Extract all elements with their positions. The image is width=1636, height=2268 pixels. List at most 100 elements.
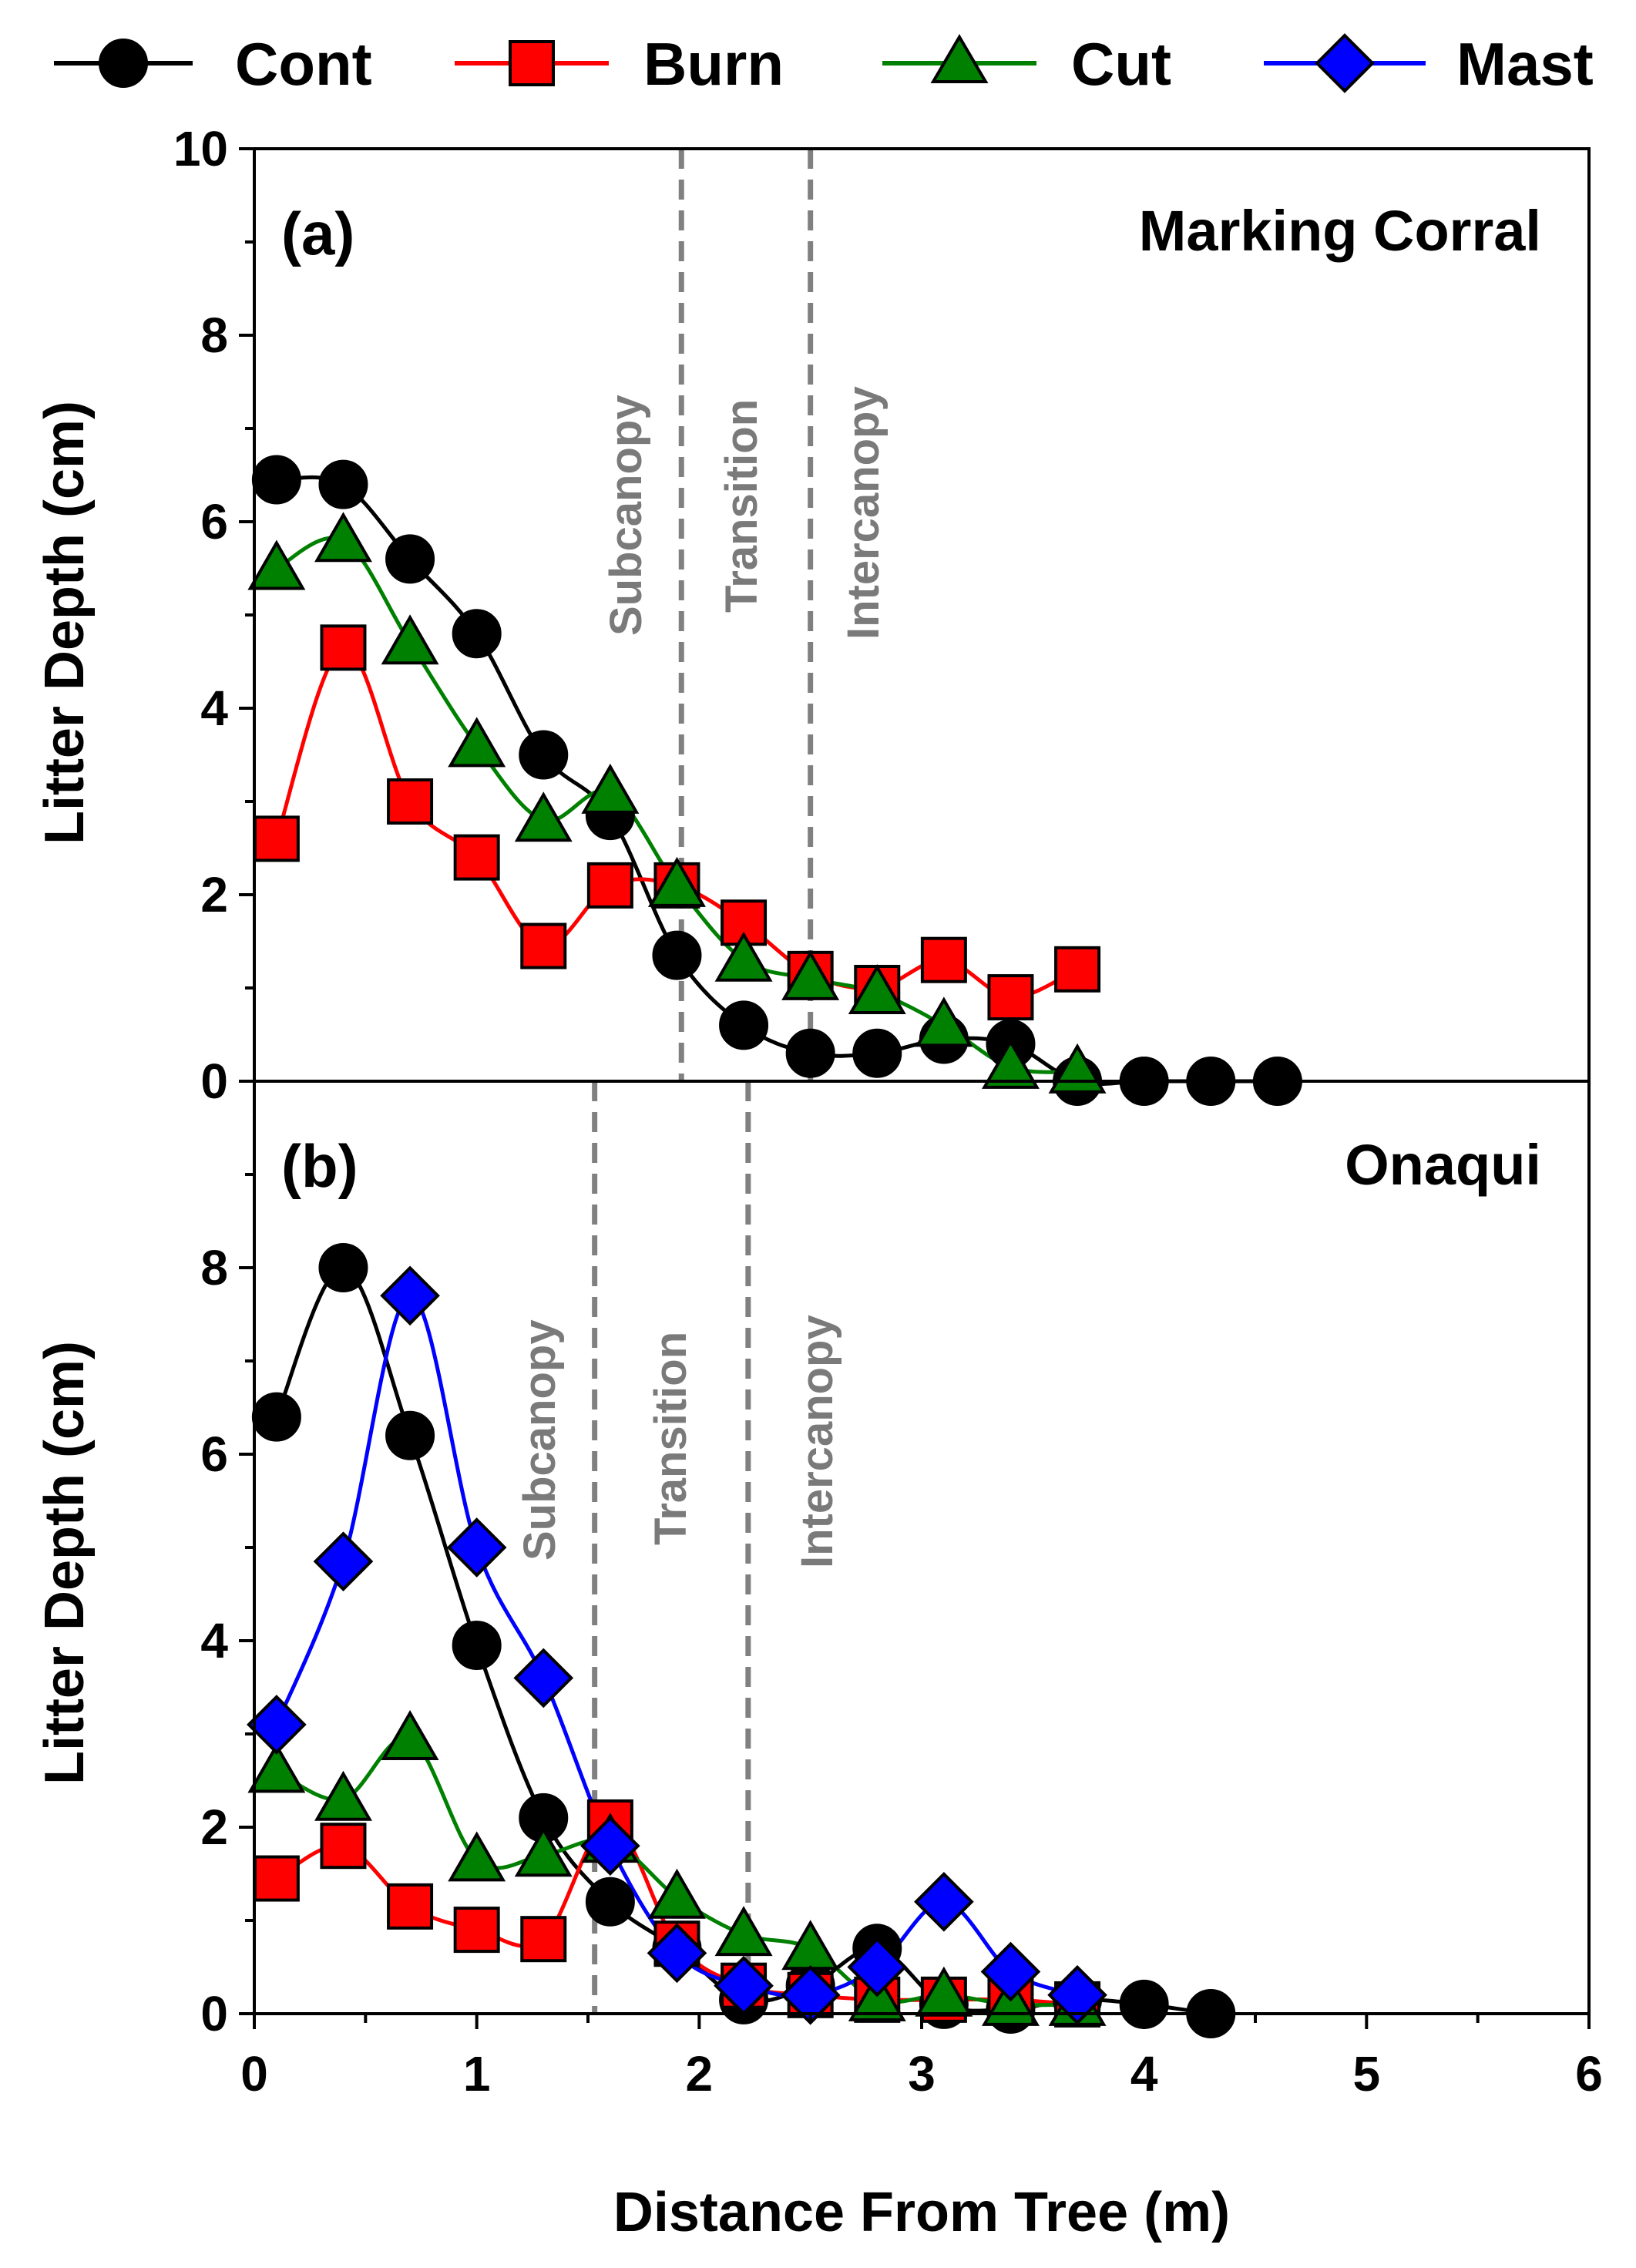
data-point-burn	[987, 974, 1034, 1021]
data-point-cont	[251, 455, 301, 505]
data-point-mast	[513, 1648, 574, 1709]
y-ticks-a: 0 2 4 6 8 10	[173, 121, 254, 1109]
data-point-cont	[719, 1000, 769, 1050]
legend-label-mast: Mast	[1456, 30, 1594, 98]
data-point-mast	[914, 1871, 974, 1932]
legend-entry-mast: Mast	[1264, 30, 1594, 98]
y-tick-label: 6	[200, 494, 228, 549]
data-point-mast	[380, 1265, 440, 1326]
data-point-cont	[452, 609, 502, 659]
x-tick-label: 2	[686, 2046, 714, 2102]
data-point-burn	[520, 922, 567, 969]
data-point-cut	[381, 1710, 439, 1761]
data-point-mast	[313, 1531, 374, 1591]
data-point-cont	[385, 534, 435, 584]
x-axis-title: Distance From Tree (m)	[613, 2182, 1230, 2243]
data-point-burn	[520, 1916, 567, 1963]
x-tick-label: 1	[463, 2046, 491, 2102]
y-tick-label: 10	[173, 121, 228, 176]
legend-label-burn: Burn	[643, 30, 784, 98]
y-tick-label: 2	[200, 1799, 228, 1855]
data-point-mast	[247, 1695, 307, 1755]
data-point-cut	[448, 1831, 506, 1882]
data-point-cut	[314, 512, 372, 563]
data-point-cut	[781, 1920, 840, 1971]
legend-entry-cont: Cont	[54, 30, 372, 98]
data-point-mast	[647, 1923, 707, 1984]
zone-label-intercanopy-a: Intercanopy	[838, 386, 889, 640]
data-point-cont	[519, 730, 569, 780]
zone-label-subcanopy-a: Subcanopy	[601, 395, 651, 636]
data-point-burn	[253, 1855, 300, 1902]
zone-label-transition-a: Transition	[717, 399, 767, 613]
data-point-cut	[514, 791, 573, 842]
y-tick-label: 4	[200, 680, 228, 736]
data-point-cut	[581, 763, 640, 814]
data-point-cut	[247, 1742, 306, 1793]
y-tick-label: 4	[200, 1613, 228, 1668]
y-tick-label: 8	[200, 307, 228, 363]
zone-lines-b	[592, 1081, 751, 2014]
data-point-cont	[852, 1028, 902, 1078]
data-point-burn	[920, 936, 967, 983]
x-tick-label: 0	[240, 2046, 268, 2102]
legend-marker-mast	[1315, 33, 1375, 93]
data-point-cont	[251, 1392, 301, 1442]
panel-b: Subcanopy Transition Intercanopy 0 2 4 6 8 0…	[34, 1080, 1603, 2243]
x-tick-label: 5	[1353, 2046, 1381, 2102]
legend-marker-cut	[930, 34, 989, 83]
zone-labels-b: Subcanopy Transition Intercanopy	[515, 1315, 842, 1568]
data-point-cut	[714, 931, 773, 982]
data-point-cut	[448, 717, 506, 768]
data-point-burn	[453, 834, 500, 881]
data-point-cut	[848, 1971, 906, 2021]
site-label-onaqui: Onaqui	[1345, 1133, 1541, 1197]
legend: Cont Burn Cut Mast	[54, 30, 1594, 98]
data-point-cont	[652, 930, 702, 980]
site-label-marking-corral: Marking Corral	[1139, 199, 1541, 263]
data-point-cut	[781, 949, 840, 1000]
y-axis-title-b: Litter Depth (cm)	[34, 1341, 96, 1785]
data-point-burn	[320, 1823, 367, 1870]
zone-label-subcanopy-b: Subcanopy	[515, 1319, 565, 1561]
series-group-b	[247, 1243, 1236, 2038]
data-point-cont	[318, 459, 368, 509]
data-point-cont	[385, 1410, 435, 1460]
y-ticks-b: 0 2 4 6 8	[200, 1080, 254, 2041]
legend-label-cont: Cont	[235, 30, 372, 98]
data-point-cont	[585, 1877, 635, 1927]
data-point-cut	[848, 964, 906, 1015]
y-tick-label: 0	[200, 1053, 228, 1109]
data-point-cut	[247, 539, 306, 590]
zone-lines-a	[678, 149, 814, 1081]
data-point-burn	[387, 1883, 434, 1930]
data-point-burn	[320, 624, 367, 671]
series-markers	[247, 1243, 1236, 2038]
data-point-cont	[318, 1243, 368, 1292]
series-group-a	[247, 455, 1302, 1106]
data-point-cont	[452, 1621, 502, 1671]
data-point-burn	[1054, 946, 1101, 993]
y-tick-label: 6	[200, 1426, 228, 1482]
legend-entry-burn: Burn	[455, 30, 784, 98]
data-point-cut	[982, 1038, 1040, 1089]
y-tick-label: 0	[200, 1986, 228, 2041]
data-point-mast	[1047, 1964, 1107, 2025]
x-ticks-b: 0 1 2 3 4 5 6	[240, 2014, 1603, 2102]
data-point-mast	[980, 1941, 1041, 2002]
data-point-cut	[381, 614, 439, 665]
x-tick-label: 3	[908, 2046, 936, 2102]
legend-label-cut: Cut	[1071, 30, 1171, 98]
series-markers	[247, 455, 1302, 1106]
legend-marker-burn	[509, 40, 555, 86]
data-point-burn	[253, 815, 300, 862]
x-tick-label: 4	[1130, 2046, 1158, 2102]
data-point-burn	[387, 778, 434, 825]
data-point-burn	[453, 1907, 500, 1954]
data-point-mast	[446, 1517, 507, 1578]
y-tick-label: 2	[200, 867, 228, 922]
panel-a: Subcanopy Transition Intercanopy 0 2 4 6 8 10…	[34, 121, 1591, 1109]
data-point-cut	[314, 1770, 372, 1821]
data-point-cut	[514, 1826, 573, 1877]
